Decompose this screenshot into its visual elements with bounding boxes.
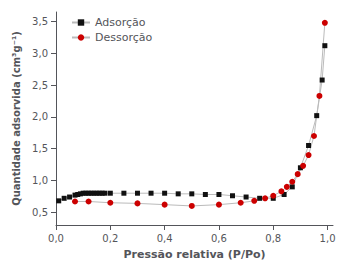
svg-text:3,0: 3,0 [32,48,48,59]
svg-text:2,0: 2,0 [32,111,48,122]
svg-text:0,8: 0,8 [265,233,281,244]
svg-text:1,5: 1,5 [32,143,48,154]
svg-text:Pressão relativa (P/Po): Pressão relativa (P/Po) [123,248,265,261]
svg-text:0,0: 0,0 [48,233,64,244]
svg-text:Adsorção: Adsorção [95,16,146,29]
svg-text:0,2: 0,2 [102,233,118,244]
svg-text:Quantidade adsorvida (cm³g⁻¹): Quantidade adsorvida (cm³g⁻¹) [11,31,22,206]
svg-text:2,5: 2,5 [32,80,48,91]
svg-text:1,0: 1,0 [32,175,48,186]
svg-text:0,4: 0,4 [157,233,173,244]
svg-text:1,0: 1,0 [320,233,336,244]
svg-text:0,5: 0,5 [32,207,48,218]
svg-text:3,5: 3,5 [32,16,48,27]
svg-text:Dessorção: Dessorção [95,31,152,44]
svg-text:0,6: 0,6 [211,233,227,244]
